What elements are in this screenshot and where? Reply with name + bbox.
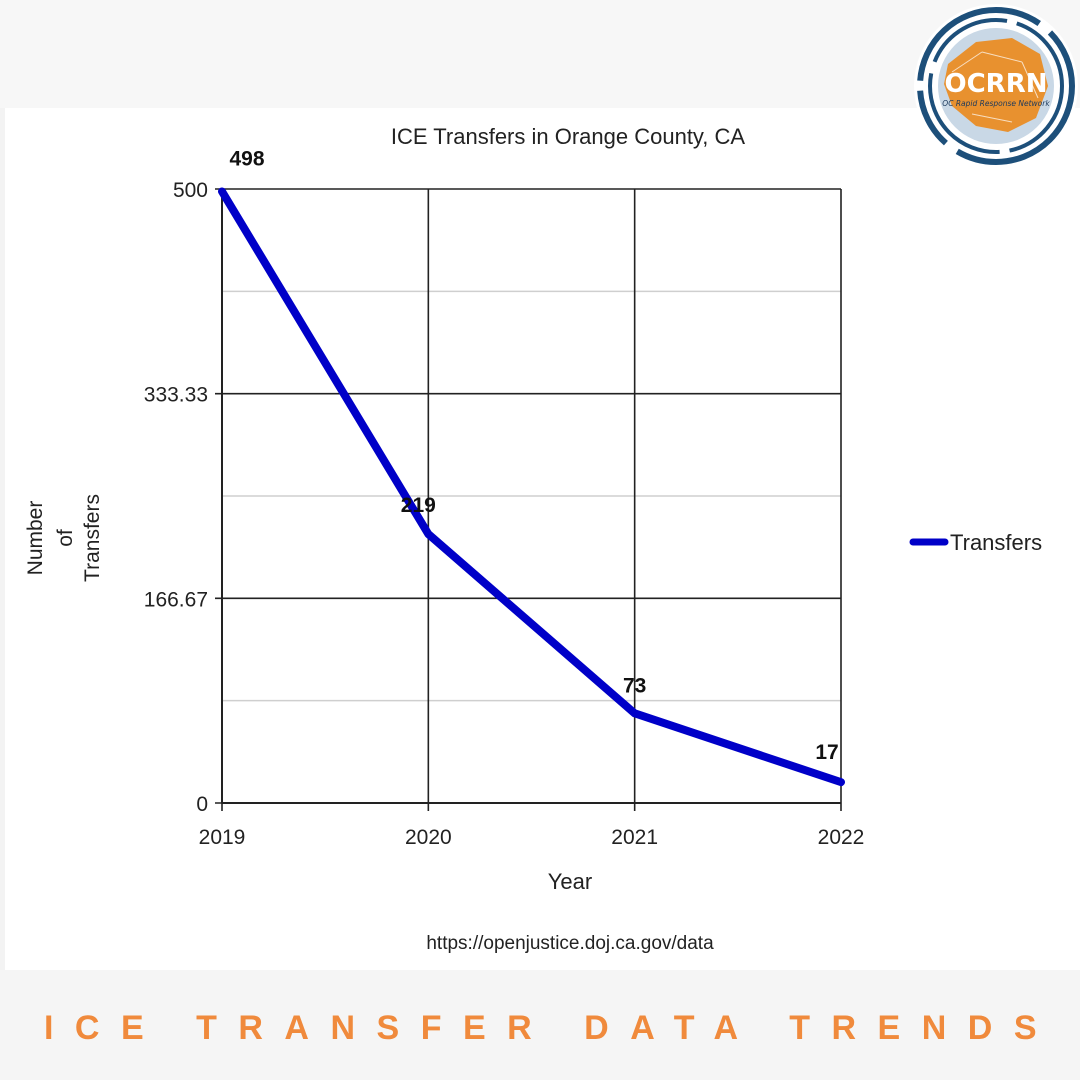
y-axis-label-line-1: Number	[24, 501, 47, 576]
x-tick-label-0: 2019	[199, 826, 246, 849]
y-tick-label-3: 500	[173, 179, 208, 202]
y-tick-label-2: 333.33	[144, 384, 208, 407]
chart-title: ICE Transfers in Orange County, CA	[391, 124, 746, 149]
ocrrn-logo: OCRRN OC Rapid Response Network	[914, 4, 1078, 168]
legend-label: Transfers	[950, 530, 1042, 555]
y-tick-label-1: 166.67	[144, 588, 208, 611]
x-tick-label-3: 2022	[818, 826, 865, 849]
series-line-transfers	[218, 187, 845, 787]
y-tick-label-0: 0	[196, 793, 208, 816]
y-axis-label-line-3: Transfers	[81, 494, 104, 582]
chart-card	[5, 108, 1080, 970]
data-label-2022: 17	[815, 741, 838, 764]
logo-name: OC Rapid Response Network	[942, 99, 1050, 108]
data-label-2020: 219	[401, 494, 436, 517]
x-tick-label-2: 2021	[611, 826, 658, 849]
bottom-band	[0, 970, 1080, 1080]
y-axis-label-line-2: of	[54, 529, 77, 547]
x-tick-label-1: 2020	[405, 826, 452, 849]
legend: Transfers	[909, 530, 1042, 555]
x-axis-label: Year	[548, 869, 592, 894]
y-axis-label: Number of Transfers	[24, 494, 104, 582]
footer-title: ICE TRANSFER DATA TRENDS	[43, 1009, 1059, 1047]
data-label-2021: 73	[623, 674, 646, 697]
top-band	[0, 0, 1080, 108]
source-url: https://openjustice.doj.ca.gov/data	[426, 933, 714, 954]
data-label-2019: 498	[229, 147, 264, 170]
logo-acronym: OCRRN	[945, 69, 1048, 99]
